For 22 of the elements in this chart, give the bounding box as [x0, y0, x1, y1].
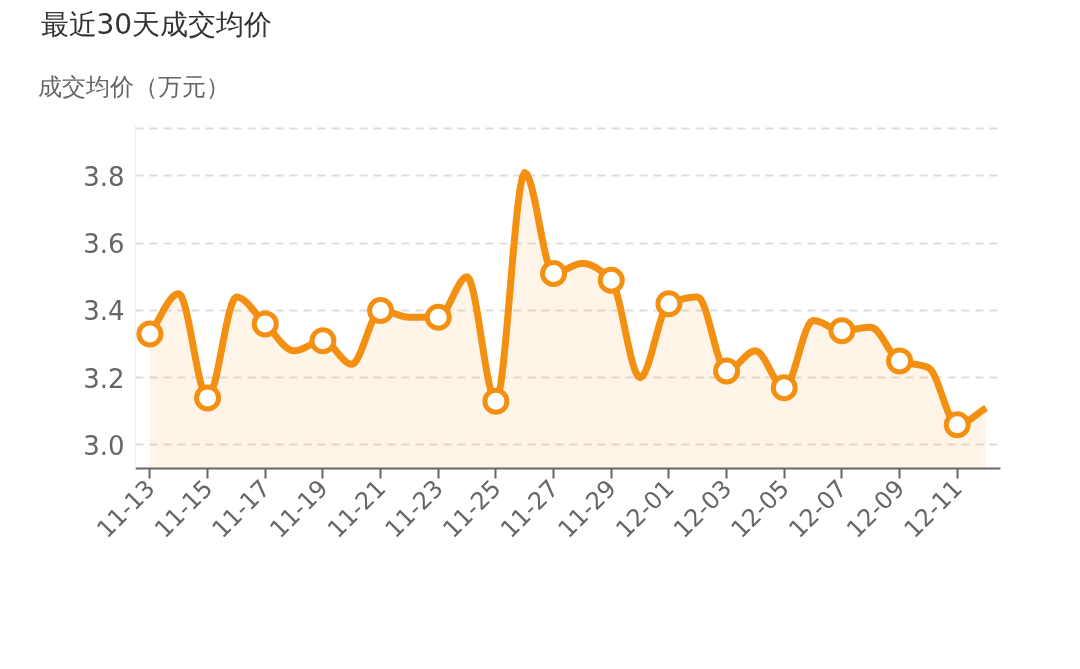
point [597, 266, 625, 294]
y-tick-label: 3.4 [83, 296, 125, 327]
point [136, 320, 164, 348]
y-tick-label: 3.2 [83, 363, 125, 394]
y-axis-title: 成交均价（万元） [37, 72, 230, 101]
point [194, 384, 222, 412]
point [540, 259, 568, 287]
point [424, 303, 452, 331]
chart-title: 最近30天成交均价 [40, 7, 273, 41]
y-tick-label: 3.6 [83, 229, 125, 260]
y-tick-label: 3.0 [83, 430, 125, 461]
y-tick-label: 3.8 [83, 161, 125, 192]
point [309, 327, 337, 355]
point [367, 296, 395, 324]
point [251, 310, 279, 338]
point [655, 290, 683, 318]
point [943, 411, 971, 439]
point [482, 387, 510, 415]
point [828, 317, 856, 345]
point [886, 347, 914, 375]
point [770, 374, 798, 402]
point [713, 357, 741, 385]
